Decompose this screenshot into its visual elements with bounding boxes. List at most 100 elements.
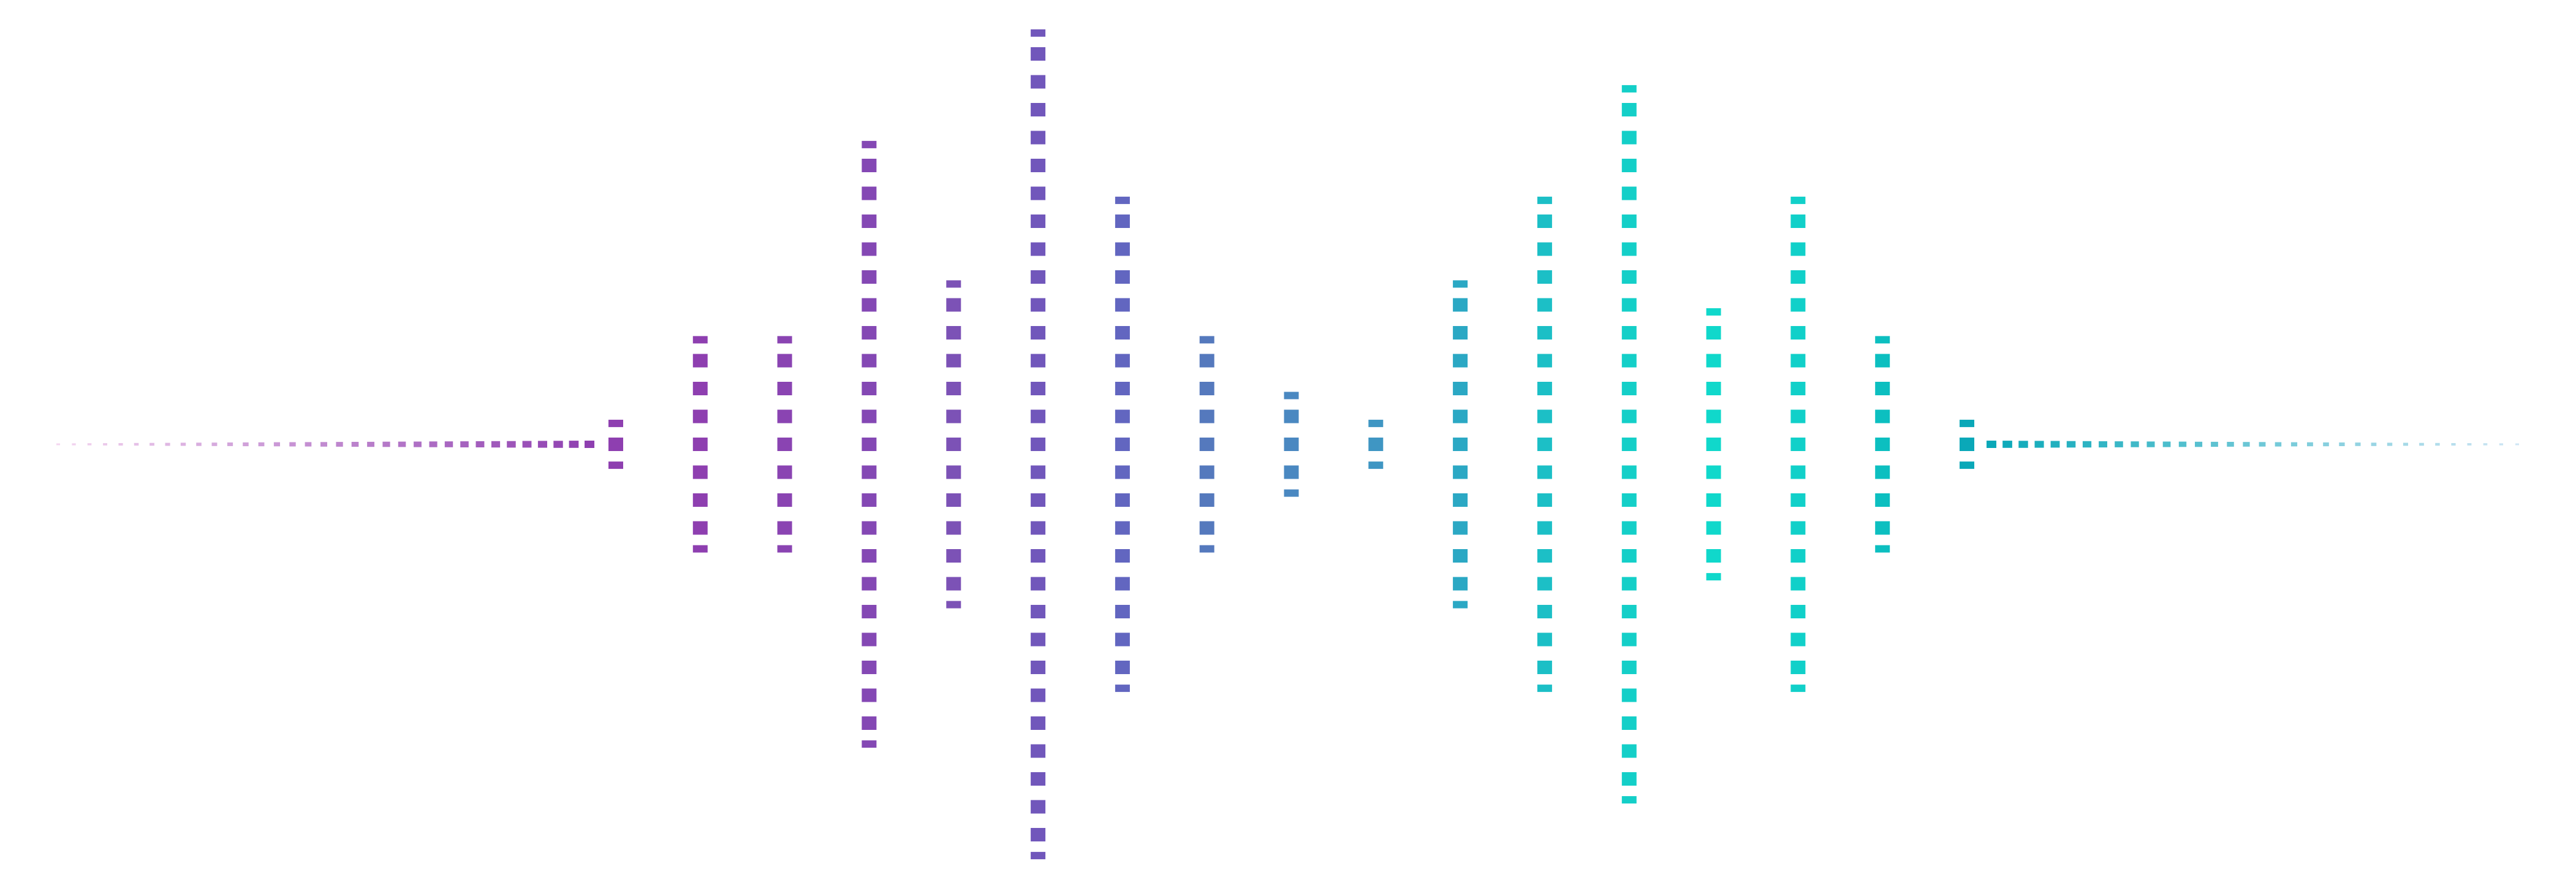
waveform-bar-segment bbox=[1621, 270, 1637, 284]
tail-dot bbox=[475, 441, 485, 447]
waveform-bar-segment bbox=[1537, 632, 1552, 647]
waveform-bar-cap bbox=[692, 545, 708, 553]
tail-dot bbox=[118, 443, 123, 446]
waveform-bar-segment bbox=[1031, 354, 1046, 368]
waveform-bar-segment bbox=[1537, 661, 1552, 674]
waveform-bar-segment bbox=[1199, 382, 1214, 395]
tail-dot bbox=[2403, 442, 2408, 446]
tail-dot bbox=[305, 442, 312, 447]
waveform-bar-segment bbox=[777, 409, 792, 423]
waveform-bar-segment bbox=[1537, 382, 1552, 395]
waveform-bar-cap bbox=[1115, 196, 1130, 204]
waveform-bar-segment bbox=[1621, 354, 1637, 368]
tail-dot bbox=[460, 441, 469, 447]
tail-dot bbox=[585, 441, 594, 448]
waveform-bar-segment bbox=[1115, 577, 1130, 591]
waveform-bar-segment bbox=[1031, 214, 1046, 228]
waveform-bar-cap bbox=[1284, 489, 1299, 497]
waveform-bar-cap bbox=[1031, 852, 1046, 860]
waveform-bar-segment bbox=[1031, 75, 1046, 89]
waveform-bar-segment bbox=[1706, 521, 1721, 535]
waveform-bar-segment bbox=[1537, 270, 1552, 284]
tail-dot bbox=[398, 441, 406, 447]
waveform-bar-segment bbox=[1031, 800, 1046, 814]
waveform-bar-segment bbox=[1453, 326, 1468, 340]
waveform-bar-cap bbox=[1960, 461, 1974, 469]
waveform-bar-segment bbox=[1621, 688, 1637, 702]
waveform-bar-segment bbox=[946, 577, 961, 591]
waveform-bar bbox=[1537, 196, 1552, 693]
waveform-bar-segment bbox=[1621, 632, 1637, 647]
waveform-bar-cap bbox=[1621, 796, 1637, 804]
waveform-bar-segment bbox=[1115, 354, 1130, 368]
waveform-bar-segment bbox=[1031, 577, 1046, 591]
waveform-bar-segment bbox=[1284, 465, 1299, 479]
tail-dot bbox=[87, 443, 92, 446]
waveform-bar-segment bbox=[862, 688, 877, 702]
waveform-bar-segment bbox=[1453, 409, 1468, 423]
waveform-bar-segment bbox=[862, 493, 877, 507]
waveform-bar-segment bbox=[1790, 409, 1806, 423]
waveform-bar-segment bbox=[946, 382, 961, 395]
waveform-bar-cap bbox=[1031, 29, 1046, 37]
waveform-bar-segment bbox=[1199, 438, 1214, 451]
tail-dot bbox=[2178, 441, 2187, 447]
waveform-bar-segment bbox=[1199, 354, 1214, 368]
tail-dot bbox=[2115, 441, 2123, 447]
waveform-bar-segment bbox=[862, 716, 877, 730]
tail-dot bbox=[537, 441, 547, 448]
waveform-bar-segment bbox=[1031, 716, 1046, 730]
waveform-bar-cap bbox=[862, 740, 877, 748]
waveform-bar bbox=[946, 280, 961, 609]
waveform-bar bbox=[777, 336, 792, 553]
waveform-bar-segment bbox=[1621, 772, 1637, 786]
tail-dot bbox=[2066, 441, 2076, 448]
waveform-bar-segment bbox=[1453, 298, 1468, 312]
tail-dot bbox=[1987, 441, 1996, 448]
waveform-bar-segment bbox=[1031, 103, 1046, 116]
tail-dot bbox=[2162, 441, 2171, 447]
waveform-bar-cap bbox=[1368, 419, 1384, 427]
waveform-bar-segment bbox=[1706, 326, 1721, 340]
waveform-bar-segment bbox=[1199, 409, 1214, 423]
waveform-bar bbox=[1368, 419, 1384, 469]
waveform-bar-segment bbox=[1621, 549, 1637, 563]
waveform-bar bbox=[1031, 29, 1046, 860]
waveform-bar-segment bbox=[1790, 549, 1806, 563]
waveform-left-dotted-tail bbox=[56, 441, 594, 448]
waveform-bar-cap bbox=[1199, 545, 1214, 553]
waveform-right-dotted-tail bbox=[1987, 441, 2519, 448]
tail-dot bbox=[72, 443, 76, 446]
waveform-bar-cap bbox=[1537, 196, 1552, 204]
waveform-bar-segment bbox=[946, 354, 961, 368]
tail-dot bbox=[414, 441, 422, 447]
waveform-bar-segment bbox=[862, 382, 877, 395]
waveform-bar-segment bbox=[862, 577, 877, 591]
tail-dot bbox=[367, 441, 374, 447]
waveform-bar-segment bbox=[1790, 326, 1806, 340]
waveform-bar-segment bbox=[1960, 438, 1974, 451]
waveform-bar-segment bbox=[862, 465, 877, 479]
waveform-bar bbox=[1960, 419, 1974, 469]
waveform-bar-segment bbox=[1453, 521, 1468, 535]
waveform-bar-segment bbox=[692, 465, 708, 479]
waveform-bar-segment bbox=[1621, 103, 1637, 116]
waveform-bar-segment bbox=[1621, 131, 1637, 145]
waveform-bar-cap bbox=[1960, 419, 1974, 427]
tail-dot bbox=[2435, 442, 2440, 446]
waveform-bar-cap bbox=[1790, 685, 1806, 693]
waveform-bar-segment bbox=[862, 521, 877, 535]
waveform-bar-cap bbox=[608, 419, 623, 427]
waveform-bar-segment bbox=[1031, 549, 1046, 563]
waveform-bar-segment bbox=[946, 298, 961, 312]
waveform-bar-segment bbox=[1031, 298, 1046, 312]
tail-dot bbox=[2290, 442, 2298, 447]
tail-dot bbox=[2195, 441, 2203, 447]
waveform-bar-cap bbox=[1621, 85, 1637, 93]
waveform-bar-segment bbox=[1621, 521, 1637, 535]
waveform-bar-segment bbox=[777, 521, 792, 535]
waveform-bar-segment bbox=[1537, 521, 1552, 535]
waveform-bar-segment bbox=[1453, 493, 1468, 507]
waveform-bar-segment bbox=[1453, 549, 1468, 563]
